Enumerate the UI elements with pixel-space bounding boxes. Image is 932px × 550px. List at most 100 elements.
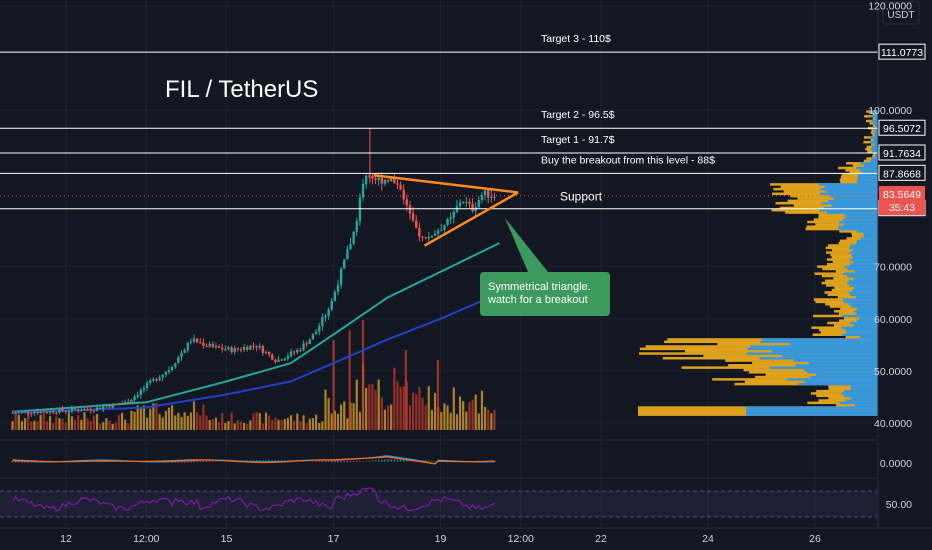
macd-histogram-bar	[199, 461, 202, 463]
level-tag-0: 111.0773	[881, 47, 923, 59]
candle-body	[202, 342, 205, 347]
candle-body	[39, 411, 42, 414]
macd-histogram-bar	[318, 461, 321, 462]
profile-inner	[854, 270, 878, 273]
volume-bar	[114, 422, 117, 430]
profile-inner	[852, 255, 878, 259]
candle-body	[205, 346, 208, 348]
profile-inner	[826, 190, 878, 193]
volume-bar	[95, 414, 99, 430]
candle-body	[346, 249, 349, 260]
volume-bar	[70, 416, 74, 430]
profile-inner	[855, 295, 878, 299]
profile-inner	[844, 394, 878, 398]
volume-bar	[171, 405, 174, 430]
volume-bar	[48, 416, 52, 430]
volume-bar	[120, 412, 124, 430]
macd-histogram-bar	[252, 460, 255, 462]
currency-badge[interactable]	[882, 1, 920, 25]
candle-body	[349, 243, 352, 250]
volume-bar	[217, 422, 221, 430]
volume-bar	[324, 389, 327, 430]
profile-inner	[804, 380, 878, 383]
candle-body	[471, 203, 474, 212]
volume-bar	[333, 410, 336, 430]
profile-inner	[849, 263, 878, 266]
candle-body	[42, 411, 45, 413]
candle-body	[230, 347, 233, 353]
candle-body	[20, 411, 24, 413]
time-axis[interactable]: 12 12:00 15 17 19 12:00 22 24 26	[0, 527, 932, 545]
macd-histogram-bar	[221, 460, 223, 462]
volume-bar	[277, 419, 280, 430]
macd-histogram-bar	[218, 460, 220, 462]
callout-text-line2: watch for a breakout	[487, 294, 588, 306]
volume-bar	[343, 401, 346, 430]
price-axis[interactable]: USDT 40.0000 50.0000 60.0000 70.0000 100.000…	[868, 0, 926, 528]
macd-histogram-bar	[190, 461, 192, 463]
profile-inner	[760, 340, 878, 344]
macd-histogram-bar	[205, 461, 208, 462]
candle-body	[458, 202, 462, 207]
volume-bar	[80, 419, 83, 430]
profile-inner	[856, 178, 878, 181]
profile-inner	[870, 136, 878, 139]
profile-inner	[824, 185, 878, 189]
triangle-lower-line[interactable]	[423, 191, 519, 247]
volume-bar	[61, 418, 64, 430]
profile-inner	[871, 147, 878, 151]
candle-body	[386, 179, 390, 182]
volume-bar	[17, 414, 20, 430]
level-tag-box-3	[878, 164, 926, 181]
profile-inner	[842, 298, 878, 301]
profile-inner	[849, 284, 878, 287]
triangle-upper-line[interactable]	[373, 174, 519, 194]
candle-body	[158, 377, 161, 381]
volume-bar	[86, 418, 89, 430]
level-tag-2: 91.7634	[883, 148, 921, 160]
candle-body	[242, 347, 246, 350]
symmetrical-triangle[interactable]	[373, 174, 519, 247]
macd-pane	[0, 439, 878, 465]
macd-histogram-bar	[368, 460, 371, 462]
volume-bar	[477, 413, 480, 430]
volume-bar	[214, 417, 218, 430]
profile-inner	[819, 209, 878, 212]
callout-box[interactable]: Symmetrical triangle. watch for a breako…	[480, 218, 610, 316]
macd-histogram-bar	[321, 461, 324, 462]
profile-inner	[781, 354, 878, 358]
candle-body	[302, 343, 305, 351]
candle-body	[330, 300, 333, 310]
callout-shape[interactable]	[480, 218, 610, 316]
horizontal-levels[interactable]: Target 3 - 110$ Target 2 - 96.5$ Target 1 …	[0, 33, 878, 210]
price-tick-4: 100.0000	[868, 105, 912, 117]
time-label-2: 15	[221, 533, 233, 545]
candle-body	[167, 370, 171, 372]
volume-bar	[321, 421, 324, 430]
profile-inner	[856, 241, 878, 245]
profile-inner	[838, 227, 878, 231]
candle-body	[321, 317, 324, 327]
macd-histogram-bar	[249, 460, 252, 462]
volume-bar	[458, 396, 462, 430]
profile-inner	[844, 265, 878, 268]
macd-histogram-bar	[196, 461, 198, 463]
profile-inner	[860, 335, 878, 339]
volume-bar	[352, 403, 355, 430]
volume-bar	[233, 423, 236, 430]
profile-inner	[854, 403, 878, 407]
candle-body	[296, 349, 299, 353]
candle-body	[77, 409, 80, 411]
profile-inner	[860, 162, 878, 165]
time-label-3: 17	[328, 533, 340, 545]
volume-bar	[36, 421, 39, 430]
volume-bars	[11, 320, 496, 430]
candle-body	[227, 347, 230, 350]
macd-histogram-bar	[309, 460, 311, 462]
profile-inner	[842, 333, 878, 337]
candle-body	[48, 410, 52, 413]
volume-bar	[221, 412, 224, 430]
profile-inner	[759, 356, 878, 360]
volume-bar	[64, 422, 67, 430]
